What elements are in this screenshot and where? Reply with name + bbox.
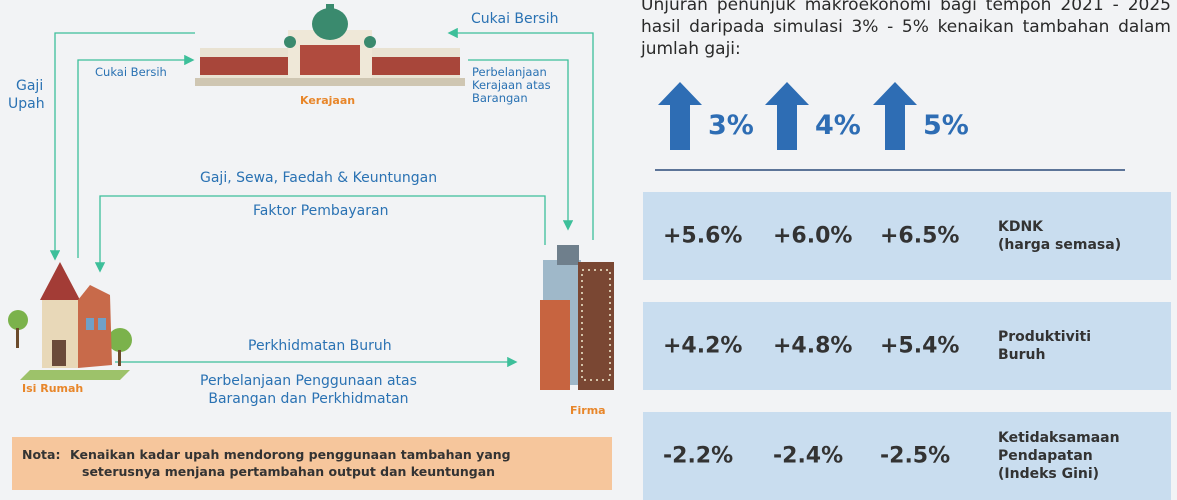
flow-label: Gaji Upah — [8, 77, 45, 113]
household-building — [8, 262, 132, 380]
scenario-label: 5% — [923, 110, 969, 141]
note-box: Nota: Kenaikan kadar upah mendorong peng… — [12, 437, 612, 490]
indicator-label-line: Produktiviti — [998, 328, 1091, 346]
flow-label-line: Gaji — [8, 77, 45, 95]
intro-text: Unjuran penunjuk makroekonomi bagi tempo… — [641, 0, 1171, 60]
indicator-label-line: Pendapatan — [998, 447, 1120, 465]
indicator-value: +4.2% — [663, 334, 742, 359]
flow-label: Gaji, Sewa, Faedah & Keuntungan — [200, 170, 437, 186]
note-text: Kenaikan kadar upah mendorong penggunaan… — [70, 446, 511, 463]
flow-label: Cukai Bersih — [95, 66, 167, 79]
indicator-label-line: (harga semasa) — [998, 236, 1121, 254]
node-label: Isi Rumah — [22, 382, 83, 395]
indicator-label-line: Buruh — [998, 346, 1091, 364]
indicator-value: +5.4% — [880, 334, 959, 359]
flow-label-line: Perbelanjaan Penggunaan atas — [200, 372, 417, 390]
flow-label: Perbelanjaan Kerajaan atas Barangan — [472, 66, 551, 105]
indicator-label: KDNK(harga semasa) — [998, 218, 1121, 254]
indicator-value: -2.5% — [880, 444, 950, 469]
node-label: Firma — [570, 404, 606, 417]
page: Infografik html, body { margin: 0; paddi… — [0, 0, 1177, 496]
flow-label-line: Upah — [8, 95, 45, 113]
flow-label: Perbelanjaan Penggunaan atas Barangan da… — [200, 372, 417, 408]
flow-label: Cukai Bersih — [471, 11, 558, 27]
scenario-label: 3% — [708, 110, 754, 141]
indicator-row: +5.6% +6.0% +6.5% KDNK(harga semasa) — [643, 192, 1171, 280]
indicator-value: +6.5% — [880, 224, 959, 249]
indicator-label-line: Ketidaksamaan — [998, 429, 1120, 447]
node-label: Kerajaan — [300, 94, 355, 107]
indicator-label-line: (Indeks Gini) — [998, 465, 1120, 483]
indicator-value: +5.6% — [663, 224, 742, 249]
indicator-value: -2.2% — [663, 444, 733, 469]
body: {"diagram": { "nodes": {"government": "K… — [0, 0, 1177, 496]
flow-label-line: Barangan — [472, 92, 551, 105]
note-text: seterusnya menjana pertambahan output da… — [22, 463, 602, 480]
note-line: Nota: Kenaikan kadar upah mendorong peng… — [22, 446, 602, 463]
indicator-value: -2.4% — [773, 444, 843, 469]
note-label: Nota: — [22, 446, 70, 463]
government-building — [195, 4, 465, 86]
indicator-value: +6.0% — [773, 224, 852, 249]
indicator-label-line: KDNK — [998, 218, 1121, 236]
flow-label: Faktor Pembayaran — [253, 203, 388, 219]
flow-label: Perkhidmatan Buruh — [248, 338, 392, 354]
flow-label-line: Barangan dan Perkhidmatan — [200, 390, 417, 408]
indicator-value: +4.8% — [773, 334, 852, 359]
up-arrows — [658, 82, 917, 150]
firm-building — [540, 245, 614, 390]
scenario-label: 4% — [815, 110, 861, 141]
